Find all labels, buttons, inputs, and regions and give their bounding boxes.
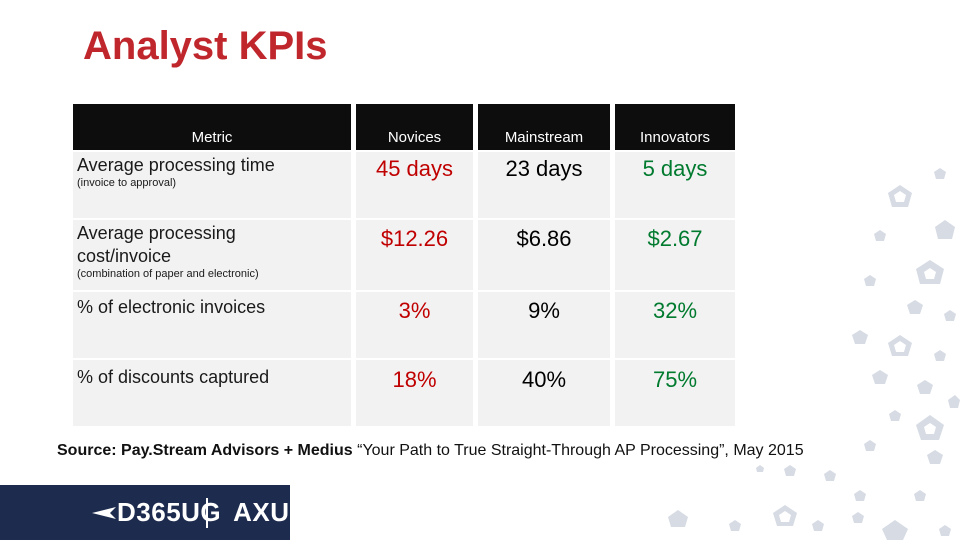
mainstream-cell: 23 days <box>478 150 610 219</box>
mainstream-value: 40% <box>521 367 567 392</box>
table-row: % of electronic invoices 3% 9% 32% <box>73 290 735 359</box>
mainstream-value: 23 days <box>505 156 583 181</box>
page-title: Analyst KPIs <box>83 24 328 68</box>
novices-cell: 45 days <box>356 150 473 219</box>
logo: D365UG AXUG <box>117 497 310 528</box>
table-row: % of discounts captured 18% 40% 75% <box>73 358 735 426</box>
source-citation: Source: Pay.Stream Advisors + Medius “Yo… <box>57 442 804 460</box>
mainstream-cell: 40% <box>478 358 610 426</box>
logo-axug: AXUG <box>233 497 311 527</box>
metric-label: % of discounts captured <box>77 367 270 387</box>
swoosh-arrow-icon <box>92 507 116 519</box>
metric-note: (invoice to approval) <box>77 177 177 189</box>
mainstream-value: $6.86 <box>516 226 572 251</box>
metric-label-line1: Average processing <box>77 223 236 243</box>
mainstream-cell: 9% <box>478 290 610 359</box>
footer-banner <box>0 485 290 540</box>
innovators-cell: 32% <box>615 290 735 359</box>
metric-cell: % of discounts captured <box>73 358 351 426</box>
header-mainstream: Mainstream <box>478 104 610 151</box>
metric-label-line2: cost/invoice <box>77 246 172 266</box>
header-novices: Novices <box>356 104 473 151</box>
innovators-value: 75% <box>652 367 698 392</box>
source-rest: “Your Path to True Straight-Through AP P… <box>352 442 804 459</box>
metric-cell: Average processing cost/invoice (combina… <box>73 218 351 291</box>
novices-cell: $12.26 <box>356 218 473 291</box>
innovators-cell: 5 days <box>615 150 735 219</box>
table-row: Average processing time (invoice to appr… <box>73 150 735 219</box>
source-bold: Source: Pay.Stream Advisors + Medius <box>57 442 353 459</box>
innovators-value: $2.67 <box>647 226 703 251</box>
kpi-table: Metric Novices Mainstream Innovators Ave… <box>73 104 735 426</box>
metric-cell: Average processing time (invoice to appr… <box>73 150 351 219</box>
metric-cell: % of electronic invoices <box>73 290 351 359</box>
innovators-cell: 75% <box>615 358 735 426</box>
mainstream-cell: $6.86 <box>478 218 610 291</box>
table-row: Average processing cost/invoice (combina… <box>73 218 735 291</box>
metric-label: Average processing time <box>77 155 275 175</box>
innovators-cell: $2.67 <box>615 218 735 291</box>
innovators-value: 5 days <box>642 156 708 181</box>
mainstream-value: 9% <box>528 298 560 323</box>
header-innovators: Innovators <box>615 104 735 151</box>
table-header-row: Metric Novices Mainstream Innovators <box>73 104 735 151</box>
header-metric: Metric <box>73 104 351 151</box>
logo-divider <box>206 498 208 528</box>
novices-value: 3% <box>398 298 431 323</box>
metric-label: % of electronic invoices <box>77 297 266 317</box>
innovators-value: 32% <box>652 298 698 323</box>
novices-cell: 18% <box>356 358 473 426</box>
logo-d365ug: D365UG <box>117 497 222 527</box>
novices-value: $12.26 <box>380 226 449 251</box>
novices-value: 18% <box>392 367 437 392</box>
novices-cell: 3% <box>356 290 473 359</box>
novices-value: 45 days <box>375 156 454 181</box>
metric-note: (combination of paper and electronic) <box>77 268 259 280</box>
